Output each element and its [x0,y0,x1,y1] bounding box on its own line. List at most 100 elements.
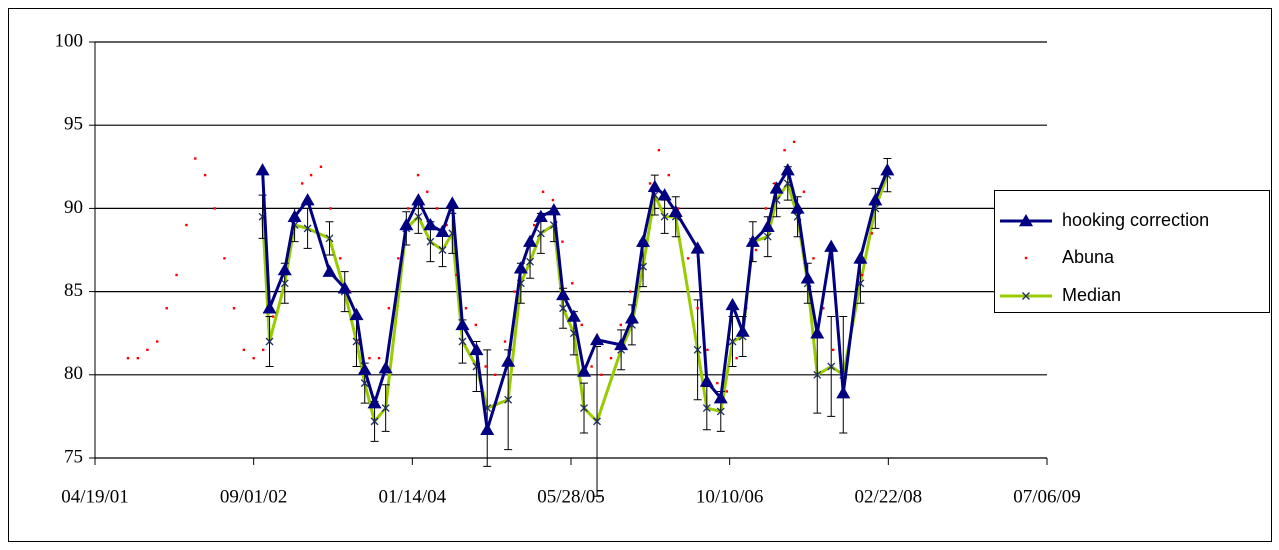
x-marker [381,404,390,413]
x-marker [559,304,568,313]
dot-marker [194,157,197,160]
triangle-marker [566,309,581,322]
triangle-marker [790,201,805,214]
legend: hooking correction Abuna Median [1000,210,1209,305]
x-marker [827,362,836,371]
triangle-marker [469,342,484,356]
dot-marker [822,307,825,310]
dot-marker [609,356,613,360]
x-marker [813,370,822,379]
dot-marker [339,257,342,260]
dot-marker [657,148,661,152]
dot-marker [301,182,304,185]
dot-marker [735,356,738,360]
dot-marker [146,348,149,352]
x-tick-label: 02/22/08 [855,486,923,507]
x-marker [660,212,669,221]
dot-marker [561,240,564,243]
triangle-marker [647,179,662,193]
dot-marker [571,282,574,285]
x-marker [580,404,588,413]
dot-marker [503,340,507,343]
dot-marker [792,140,796,144]
x-marker [265,337,274,346]
triangle-marker [853,251,868,264]
plot-area: 75 80 85 90 95 100 04/19/01 09/01/02 01/14/04 05/… [55,30,1081,507]
y-tick-label: 80 [64,363,83,384]
triangle-marker [255,163,270,176]
x-marker [593,417,601,426]
triangle-marker [480,422,495,435]
x-tick-label: 05/28/05 [537,486,605,507]
x-tick-label: 09/01/02 [220,486,288,507]
dot-marker [870,232,874,235]
triangle-marker [378,361,393,374]
triangle-marker [713,391,728,404]
x-marker [763,232,772,241]
dot-marker [725,390,729,393]
triangle-marker [810,326,825,339]
dot-marker [203,173,207,177]
triangle-marker [367,396,382,409]
x-marker [536,229,545,238]
x-marker [693,345,702,354]
triangle-marker [760,219,775,232]
dot-marker [773,182,776,185]
dot-marker [541,190,545,193]
x-marker [370,417,379,426]
x-marker [426,237,435,246]
x-marker [325,234,334,243]
x-tick-label: 01/14/04 [379,486,447,507]
dot-marker [831,348,835,352]
dot-marker [493,373,497,376]
triangle-marker [624,311,639,324]
x-marker [504,395,513,404]
x-marker [702,404,711,413]
dot-marker [126,356,130,360]
dot-marker [802,190,806,193]
x-marker [728,337,737,346]
dot-marker [667,173,670,177]
triangle-marker [523,234,538,247]
triangle-marker [614,337,629,351]
dot-marker [677,207,680,210]
dot-marker [185,223,188,227]
triangle-marker [668,204,683,217]
dot-marker [484,365,487,368]
triangle-marker [556,287,571,301]
dot-marker [590,365,593,368]
dot-marker [783,148,786,152]
dot-marker [513,290,516,293]
y-tick-label: 85 [64,280,83,301]
dot-marker [580,323,583,327]
triangle-marker [590,332,605,346]
triangle-marker [546,203,561,216]
x-marker [526,257,535,266]
y-tick-label: 100 [55,30,84,51]
y-tick-label: 95 [64,114,83,135]
dot-marker [261,348,265,352]
dot-marker [368,356,371,360]
dot-marker [619,323,623,327]
dot-marker [464,307,468,310]
triangle-marker [745,234,760,247]
triangle-marker [337,281,352,294]
triangle-marker [657,188,672,201]
triangle-marker [636,234,651,247]
triangle-marker [455,317,470,331]
dot-marker [532,223,536,227]
triangle-marker [349,307,364,321]
dot-marker [474,323,477,327]
x-marker [458,337,467,346]
y-tick-label: 90 [64,197,83,218]
triangle-marker [287,209,302,222]
legend-label: hooking correction [1062,210,1209,230]
x-marker [716,407,725,416]
triangle-marker [577,364,592,377]
dot-marker [232,307,236,310]
x-marker [303,224,312,233]
x-marker [438,246,447,254]
dot-marker [165,307,168,310]
dot-marker [648,182,652,185]
